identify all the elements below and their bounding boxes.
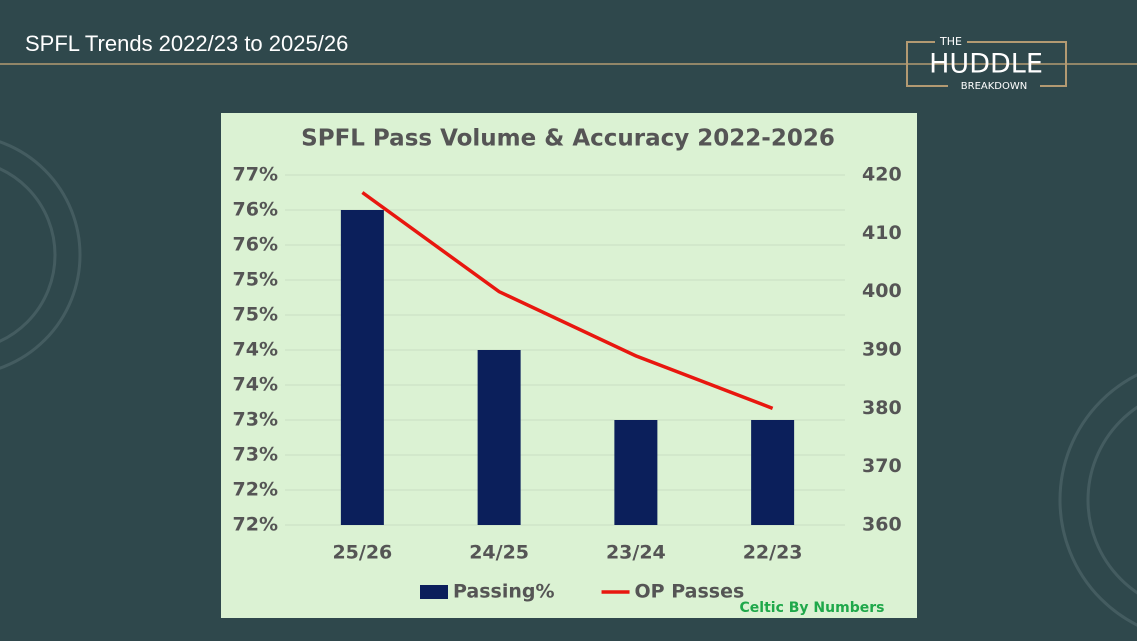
legend-swatch — [420, 585, 448, 599]
y-tick-label: 72% — [233, 479, 278, 501]
decor — [0, 140, 1137, 627]
line — [361, 191, 774, 410]
x-tick-label: 24/25 — [469, 542, 529, 564]
y-tick-label: 75% — [233, 304, 278, 326]
y-tick-label: 73% — [233, 409, 278, 431]
x-tick-label: 23/24 — [606, 542, 666, 564]
y-tick-label: 74% — [233, 374, 278, 396]
y2-tick-label: 380 — [862, 397, 902, 419]
y2-tick-label: 400 — [862, 280, 902, 302]
logo-gap — [935, 36, 967, 48]
y2-tick-label: 420 — [862, 164, 902, 186]
y2-tick-label: 410 — [862, 222, 902, 244]
x-tick-label: 25/26 — [332, 542, 392, 564]
logo-gap — [948, 80, 1040, 92]
bar — [477, 350, 521, 525]
y-tick-label: 76% — [233, 234, 278, 256]
y2-tick-label: 370 — [862, 455, 902, 477]
legend-label: OP Passes — [635, 581, 745, 603]
y2-tick-label: 360 — [862, 514, 902, 536]
logo-top: THE — [939, 35, 962, 48]
x-tick-label: 22/23 — [743, 542, 803, 564]
bar — [751, 420, 795, 525]
bar — [614, 420, 658, 525]
logo-bottom: BREAKDOWN — [961, 81, 1027, 92]
bar — [340, 210, 384, 525]
logo-main: HUDDLE — [929, 49, 1043, 80]
page-title: SPFL Trends 2022/23 to 2025/26 — [25, 31, 348, 56]
y-tick-label: 72% — [233, 514, 278, 536]
chart-title: SPFL Pass Volume & Accuracy 2022-2026 — [301, 126, 835, 152]
y-tick-label: 74% — [233, 339, 278, 361]
y-tick-label: 75% — [233, 269, 278, 291]
logo: THE HUDDLE BREAKDOWN — [906, 35, 1067, 92]
y-tick-label: 76% — [233, 199, 278, 221]
credit: Celtic By Numbers — [740, 600, 885, 616]
y2-tick-label: 390 — [862, 339, 902, 361]
y-tick-label: 73% — [233, 444, 278, 466]
chart-panel — [221, 113, 917, 618]
y-tick-label: 77% — [233, 164, 278, 186]
legend-label: Passing% — [453, 581, 555, 603]
